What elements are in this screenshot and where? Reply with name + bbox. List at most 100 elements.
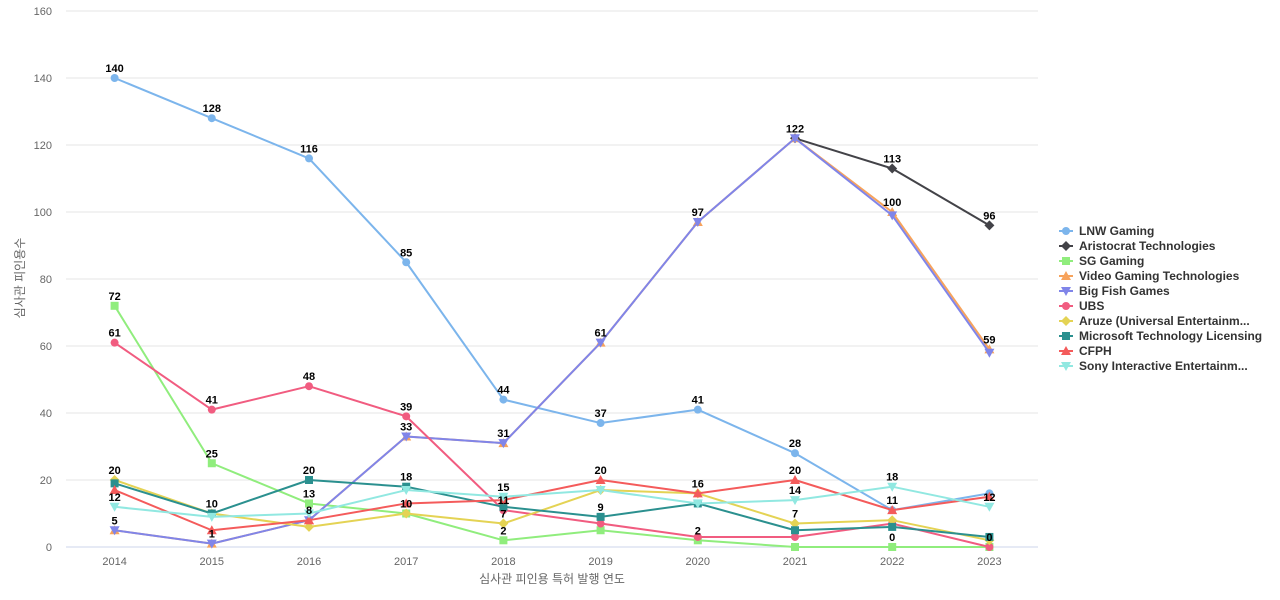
data-point[interactable] [693, 405, 702, 414]
data-point[interactable] [791, 449, 799, 458]
series-line[interactable] [114, 341, 990, 548]
data-point[interactable] [402, 412, 411, 421]
series-line[interactable] [114, 479, 990, 538]
data-point[interactable] [304, 515, 314, 525]
data-point[interactable] [402, 258, 411, 267]
data-point[interactable] [207, 114, 216, 123]
series-line[interactable] [114, 479, 990, 532]
data-point[interactable] [984, 220, 995, 231]
legend-item[interactable]: Aristocrat Technologies [1059, 239, 1216, 253]
data-point[interactable] [596, 512, 605, 521]
data-point[interactable] [499, 502, 508, 511]
data-point[interactable] [109, 502, 120, 512]
data-point[interactable] [595, 486, 606, 496]
data-point[interactable] [595, 338, 606, 348]
data-point[interactable] [498, 518, 509, 529]
series-line[interactable] [114, 77, 990, 512]
legend-item[interactable]: LNW Gaming [1059, 224, 1154, 238]
data-point[interactable] [401, 432, 412, 442]
data-point[interactable] [791, 532, 799, 541]
series-line[interactable] [113, 305, 990, 548]
data-point[interactable] [984, 491, 995, 501]
grid-lines [66, 10, 1038, 548]
data-point[interactable] [596, 419, 605, 428]
data-point[interactable] [305, 382, 313, 391]
data-point[interactable] [790, 475, 800, 484]
legend-item[interactable]: Sony Interactive Entertainm... [1059, 359, 1248, 373]
data-point[interactable] [401, 486, 412, 496]
data-point[interactable] [790, 134, 800, 144]
data-point[interactable] [984, 348, 995, 358]
data-point[interactable] [596, 526, 605, 535]
data-point[interactable] [206, 512, 217, 522]
legend-marker-symbol[interactable] [1061, 346, 1071, 355]
data-point[interactable] [888, 543, 897, 551]
data-point[interactable] [791, 543, 799, 551]
data-point[interactable] [304, 521, 314, 532]
data-point[interactable] [401, 508, 412, 519]
legend-marker-symbol[interactable] [1062, 302, 1070, 310]
x-tick-label: 2021 [783, 556, 807, 568]
legend-item[interactable]: Aruze (Universal Entertainm... [1059, 314, 1250, 328]
data-point[interactable] [888, 522, 897, 531]
series-line[interactable] [114, 485, 990, 518]
data-point[interactable] [499, 536, 508, 545]
data-point[interactable] [595, 475, 606, 484]
series-line[interactable] [114, 479, 990, 542]
data-point[interactable] [109, 485, 120, 495]
data-point[interactable] [887, 505, 898, 515]
data-point[interactable] [984, 502, 995, 512]
legend-item[interactable]: Microsoft Technology Licensing [1059, 329, 1262, 343]
legend-item[interactable]: CFPH [1059, 344, 1112, 358]
data-point[interactable] [790, 518, 800, 529]
legend-marker-symbol[interactable] [1061, 287, 1071, 296]
data-point[interactable] [110, 301, 119, 310]
data-point[interactable] [499, 395, 508, 404]
data-point[interactable] [692, 499, 703, 509]
data-point[interactable] [109, 526, 120, 536]
legend-marker-symbol[interactable] [1062, 332, 1070, 340]
data-point[interactable] [887, 163, 898, 174]
legend-item[interactable]: SG Gaming [1059, 254, 1144, 268]
data-point[interactable] [305, 499, 313, 508]
series-line[interactable] [114, 137, 991, 545]
data-point[interactable] [305, 154, 313, 163]
data-point[interactable] [791, 526, 799, 535]
data-point[interactable] [304, 509, 314, 519]
data-point[interactable] [110, 74, 119, 82]
data-point[interactable] [887, 482, 898, 492]
data-point[interactable] [305, 476, 313, 484]
legend-marker-symbol[interactable] [1061, 362, 1071, 371]
data-point[interactable] [596, 519, 605, 528]
legend-label: Video Gaming Technologies [1079, 269, 1240, 283]
data-label: 9 [598, 502, 604, 514]
legend-marker-symbol[interactable] [1062, 227, 1070, 235]
legend-item[interactable]: UBS [1059, 299, 1104, 313]
data-point[interactable] [887, 211, 898, 221]
data-point[interactable] [207, 459, 216, 468]
data-point[interactable] [207, 405, 216, 414]
data-label: 39 [400, 401, 412, 413]
series-line[interactable] [114, 137, 991, 545]
legend-item[interactable]: Video Gaming Technologies [1059, 269, 1240, 283]
legend-marker-symbol[interactable] [1061, 241, 1071, 251]
data-point[interactable] [110, 338, 119, 347]
data-point[interactable] [790, 496, 800, 506]
data-point[interactable] [401, 498, 412, 508]
data-point[interactable] [206, 525, 217, 535]
legend-marker-symbol[interactable] [1062, 257, 1070, 265]
data-point[interactable] [887, 515, 898, 526]
legend-marker-symbol[interactable] [1061, 316, 1071, 326]
data-point[interactable] [692, 488, 703, 498]
data-point[interactable] [693, 532, 702, 541]
data-point[interactable] [110, 479, 119, 488]
data-point[interactable] [498, 439, 509, 449]
legend-marker-symbol[interactable] [1061, 271, 1071, 280]
legend-item[interactable]: Big Fish Games [1059, 284, 1170, 298]
data-point[interactable] [985, 543, 994, 551]
data-point[interactable] [206, 539, 217, 549]
data-point[interactable] [985, 532, 994, 541]
data-point[interactable] [692, 218, 703, 228]
data-point[interactable] [498, 492, 509, 502]
